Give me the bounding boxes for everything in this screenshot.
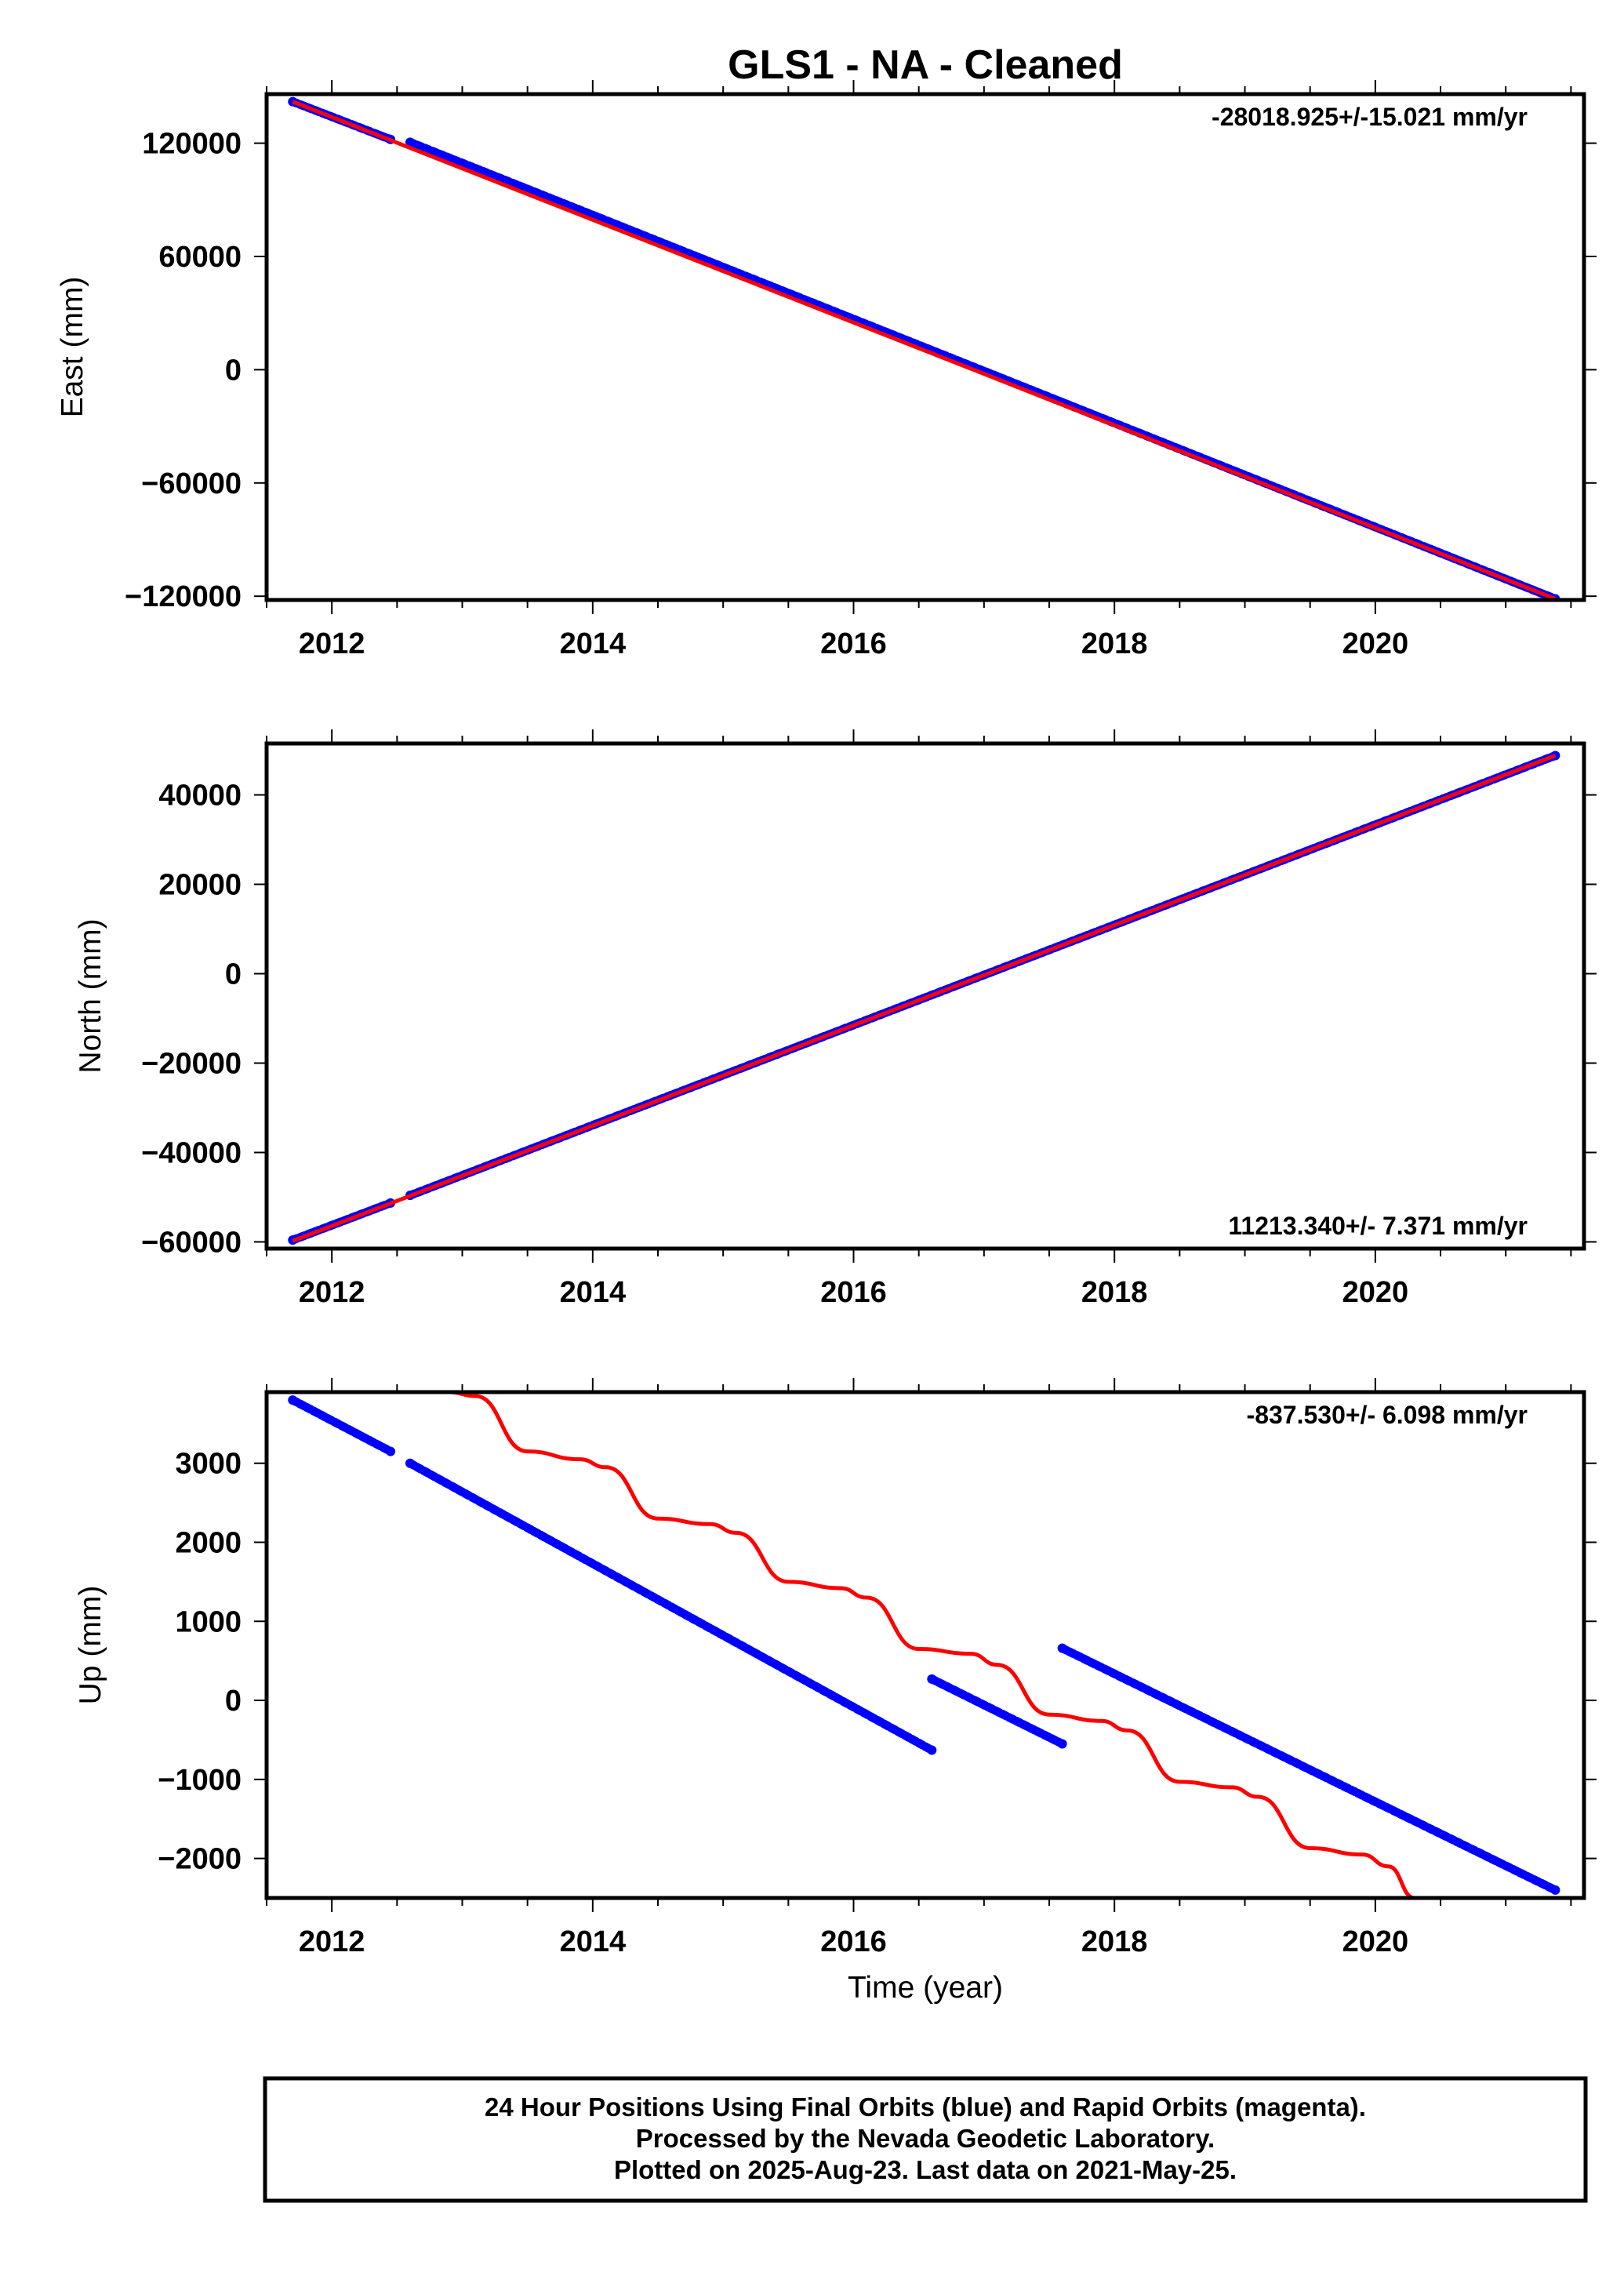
y-axis-label: East (mm): [56, 277, 89, 418]
y-tick-label: −1000: [158, 1764, 242, 1797]
y-tick-label: −40000: [141, 1136, 242, 1169]
x-tick-label: 2016: [820, 1925, 887, 1958]
final-orbit-point-up: [386, 1446, 396, 1456]
y-tick-label: 0: [225, 1685, 242, 1718]
x-tick-label: 2014: [560, 1925, 627, 1958]
final-orbit-point-up: [927, 1674, 937, 1684]
y-tick-label: 0: [225, 958, 242, 991]
panel-east: 2012 2014 2016 2018 2020 120000 60000 0 −60000 −1…: [56, 80, 1597, 660]
y-tick-label: −20000: [141, 1047, 242, 1080]
x-tick-label: 2020: [1342, 1925, 1409, 1958]
footer-box: 24 Hour Positions Using Final Orbits (bl…: [263, 2076, 1588, 2203]
final-orbit-point-up: [1550, 1885, 1560, 1895]
x-tick-label: 2018: [1081, 1925, 1148, 1958]
y-tick-label: −120000: [125, 580, 242, 613]
rate-annotation: -837.530+/- 6.098 mm/yr: [1247, 1401, 1528, 1429]
final-orbit-points-up-3: [1058, 1644, 1560, 1895]
x-tick-label: 2014: [560, 1276, 627, 1309]
y-tick-label: 3000: [175, 1448, 242, 1481]
y-tick-label: 1000: [175, 1605, 242, 1638]
x-tick-label: 2020: [1342, 1276, 1409, 1309]
footer-line-2: Processed by the Nevada Geodetic Laborat…: [636, 2124, 1215, 2153]
y-tick-label: 60000: [158, 241, 242, 274]
final-orbit-points-up-0: [288, 1395, 395, 1456]
x-tick-label: 2018: [1081, 627, 1148, 660]
footer-line-1: 24 Hour Positions Using Final Orbits (bl…: [485, 2092, 1366, 2121]
plot-area-north: [288, 751, 1560, 1245]
panel-frame-north: [264, 741, 1586, 1251]
model-line-north: [292, 754, 1557, 1243]
x-tick-label: 2014: [560, 627, 627, 660]
plot-area-up: [288, 1392, 1560, 1898]
final-orbit-point-up: [288, 1395, 298, 1405]
x-tick-label: 2016: [820, 627, 887, 660]
y-tick-label: −2000: [158, 1843, 242, 1876]
y-tick-label: 40000: [158, 780, 242, 813]
x-tick-label: 2012: [299, 1276, 365, 1309]
panel-frame-up: [264, 1390, 1586, 1900]
y-tick-label: −60000: [141, 1226, 242, 1259]
final-orbit-point-up: [927, 1745, 937, 1755]
rate-annotation: -28018.925+/-15.021 mm/yr: [1212, 103, 1528, 131]
x-tick-label: 2012: [299, 627, 365, 660]
model-line-up: [383, 1392, 1415, 1898]
y-tick-label: 2000: [175, 1526, 242, 1559]
final-orbit-point-east: [405, 137, 415, 147]
x-tick-label: 2018: [1081, 1276, 1148, 1309]
final-orbit-point-up: [1057, 1739, 1067, 1749]
y-axis-label: Up (mm): [74, 1586, 107, 1705]
model-line-east: [292, 100, 1557, 600]
rate-annotation: 11213.340+/- 7.371 mm/yr: [1228, 1212, 1528, 1240]
final-orbit-points-up-2: [927, 1674, 1067, 1748]
final-orbit-point-up: [405, 1458, 415, 1468]
footer-line-3: Plotted on 2025-Aug-23. Last data on 202…: [614, 2155, 1237, 2184]
final-orbit-point-up: [1057, 1643, 1067, 1653]
plot-area-east: [288, 96, 1560, 600]
x-tick-label: 2012: [299, 1925, 365, 1958]
final-orbit-points-up-1: [405, 1459, 936, 1755]
y-tick-label: 120000: [142, 128, 242, 161]
panel-north: 2012 2014 2016 2018 2020 40000 20000 0 −20000 −40…: [74, 729, 1597, 1309]
chart-title: GLS1 - NA - Cleaned: [728, 42, 1123, 88]
y-axis-label: North (mm): [74, 918, 107, 1073]
y-tick-label: 0: [225, 354, 242, 387]
x-tick-label: 2020: [1342, 627, 1409, 660]
y-tick-label: −60000: [141, 467, 242, 500]
x-axis-label: Time (year): [848, 1971, 1003, 2005]
panel-frame-east: [264, 92, 1586, 602]
y-tick-label: 20000: [158, 869, 242, 902]
x-tick-label: 2016: [820, 1276, 887, 1309]
panel-up: 2012 2014 2016 2018 2020 3000 2000 1000 0 −1000 −2…: [74, 1378, 1597, 1958]
